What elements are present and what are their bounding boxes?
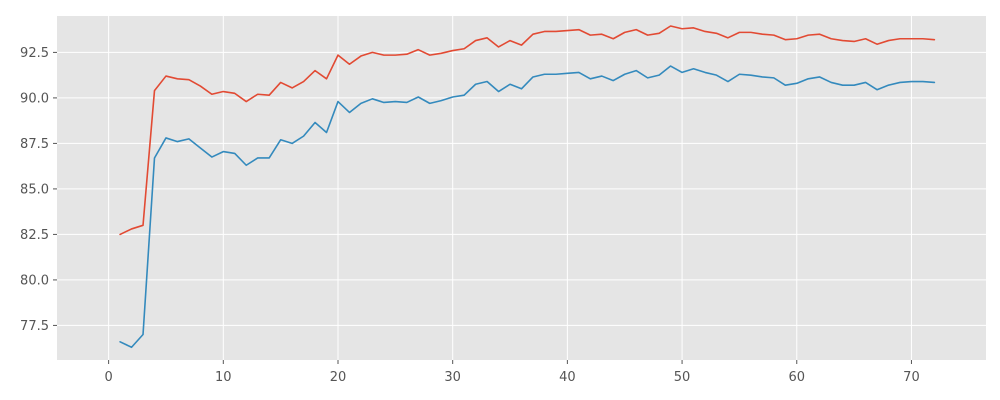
x-axis-ticks: 0 10 20 30 40 50 60 70 — [104, 360, 920, 385]
series-line-1 — [119, 25, 936, 236]
plot-area — [57, 16, 986, 360]
y-tick-label: 77.5 — [20, 319, 49, 334]
x-tick-label: 30 — [444, 370, 461, 385]
series-line-2 — [119, 65, 936, 349]
series-layer — [119, 25, 936, 349]
y-tick-label: 90.0 — [20, 91, 49, 106]
x-tick-label: 10 — [215, 370, 232, 385]
y-tick-label: 87.5 — [20, 137, 49, 152]
grid-layer — [57, 16, 986, 360]
y-tick-label: 80.0 — [20, 273, 49, 288]
x-tick-label: 20 — [330, 370, 347, 385]
y-tick-label: 82.5 — [20, 228, 49, 243]
y-tick-label: 85.0 — [20, 182, 49, 197]
x-tick-label: 70 — [903, 370, 920, 385]
x-tick-label: 60 — [788, 370, 805, 385]
y-tick-label: 92.5 — [20, 46, 49, 61]
x-tick-label: 50 — [674, 370, 691, 385]
x-tick-label: 0 — [104, 370, 112, 385]
y-axis-ticks: 77.5 80.0 82.5 85.0 87.5 90.0 92.5 — [20, 46, 57, 334]
x-tick-label: 40 — [559, 370, 576, 385]
